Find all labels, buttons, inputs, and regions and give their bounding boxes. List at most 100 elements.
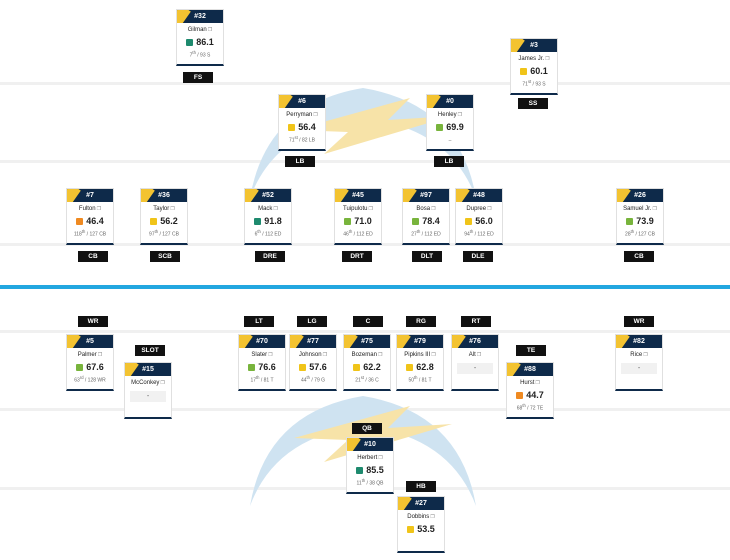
grade-color-icon — [465, 217, 473, 225]
card-header: #79 — [397, 335, 443, 348]
player-name[interactable]: Palmer❐ — [67, 351, 113, 359]
note-icon[interactable]: ❐ — [545, 56, 550, 62]
player-card[interactable]: #10 Herbert❐ 85.5 11th / 38 QB — [346, 437, 394, 494]
player-grade: 60.1 — [530, 66, 548, 76]
player-card[interactable]: #5 Palmer❐ 67.6 63rd / 128 WR — [66, 334, 114, 391]
player-card[interactable]: #79 Pipkins III❐ 62.8 50th / 81 T — [396, 334, 444, 391]
note-icon[interactable]: ❐ — [378, 455, 383, 461]
note-icon[interactable]: ❐ — [207, 27, 213, 33]
note-icon[interactable]: ❐ — [430, 514, 435, 520]
player-name[interactable]: Fulton❐ — [67, 205, 113, 213]
player-grade: 56.4 — [298, 122, 316, 132]
rank-suffix: th — [154, 229, 159, 234]
player-card[interactable]: #82 Rice❐ - — [615, 334, 663, 391]
player-name[interactable]: James Jr.❐ — [511, 55, 557, 63]
player-name[interactable]: McConkey❐ — [125, 379, 171, 387]
player-card[interactable]: #26 Samuel Jr.❐ 73.9 28th / 127 CB — [616, 188, 664, 245]
position-label: WR — [624, 316, 654, 327]
player-name[interactable]: Dupree❐ — [456, 205, 502, 213]
player-name[interactable]: Slater❐ — [239, 351, 285, 359]
player-name[interactable]: Hurst❐ — [507, 379, 553, 387]
position-rank: 6th / 112 ED — [245, 228, 291, 239]
player-name[interactable]: Dobbins❐ — [398, 513, 444, 521]
grade-color-icon — [412, 217, 420, 225]
player-name[interactable]: Samuel Jr.❐ — [617, 205, 663, 213]
player-card[interactable]: #48 Dupree❐ 56.0 94th / 112 ED — [455, 188, 503, 245]
note-icon[interactable]: ❐ — [96, 206, 102, 212]
position-label: CB — [624, 251, 654, 262]
player-card[interactable]: #76 Alt❐ - — [451, 334, 499, 391]
card-header: #77 — [290, 335, 336, 348]
position-rank: 50th / 81 T — [397, 374, 443, 385]
rank-suffix: th — [522, 403, 526, 408]
note-icon[interactable]: ❐ — [160, 380, 165, 386]
player-name-text: Hurst — [520, 380, 535, 386]
player-name[interactable]: Henley❐ — [427, 111, 473, 119]
grade-line: 86.1 — [177, 37, 223, 47]
player-card[interactable]: #6 Perryman❐ 56.4 71st / 82 LB — [278, 94, 326, 151]
rank-suffix: th — [469, 229, 474, 234]
player-name[interactable]: Taylor❐ — [141, 205, 187, 213]
player-card[interactable]: #75 Bozeman❐ 62.2 21st / 36 C — [343, 334, 391, 391]
note-icon[interactable]: ❐ — [535, 380, 540, 386]
rank-number: 68 — [516, 405, 523, 412]
grade-line: 60.1 — [511, 66, 557, 76]
grade-color-icon — [407, 525, 415, 533]
player-name[interactable]: Rice❐ — [616, 351, 662, 359]
note-icon[interactable]: ❐ — [431, 206, 436, 212]
note-icon[interactable]: ❐ — [268, 352, 273, 358]
player-name[interactable]: Gilman❐ — [177, 26, 223, 34]
note-icon[interactable]: ❐ — [97, 352, 103, 358]
note-icon[interactable]: ❐ — [487, 206, 492, 212]
player-card[interactable]: #7 Fulton❐ 46.4 118th / 127 CB — [66, 188, 114, 245]
player-card[interactable]: #52 Mack❐ 91.8 6th / 112 ED — [244, 188, 292, 245]
rank-suffix: th — [630, 229, 635, 234]
rank-suffix: th — [348, 229, 353, 234]
player-card[interactable]: #36 Taylor❐ 56.2 97th / 127 CB — [140, 188, 188, 245]
player-card[interactable]: #97 Bosa❐ 78.4 27th / 112 ED — [402, 188, 450, 245]
player-name[interactable]: Perryman❐ — [279, 111, 325, 119]
player-grade: 62.8 — [416, 362, 434, 372]
note-icon[interactable]: ❐ — [643, 352, 648, 358]
grade-line: 69.9 — [427, 122, 473, 132]
yard-line — [0, 82, 730, 85]
player-name[interactable]: Mack❐ — [245, 205, 291, 213]
note-icon[interactable]: ❐ — [652, 206, 657, 212]
grade-line: 56.2 — [141, 216, 187, 226]
player-name[interactable]: Bosa❐ — [403, 205, 449, 213]
player-name[interactable]: Pipkins III❐ — [397, 351, 443, 359]
card-header: #82 — [616, 335, 662, 348]
note-icon[interactable]: ❐ — [313, 112, 318, 118]
note-icon[interactable]: ❐ — [170, 206, 175, 212]
player-card[interactable]: #77 Johnson❐ 57.6 44th / 79 G — [289, 334, 337, 391]
player-name-text: Bozeman — [351, 352, 377, 358]
note-icon[interactable]: ❐ — [476, 352, 482, 358]
rank-total: / 72 TE — [525, 405, 544, 412]
player-card[interactable]: #27 Dobbins❐ 53.5 — [397, 496, 445, 553]
player-card[interactable]: #3 James Jr.❐ 60.1 71st / 93 S — [510, 38, 558, 95]
note-icon[interactable]: ❐ — [457, 112, 463, 118]
note-icon[interactable]: ❐ — [273, 206, 278, 212]
yard-line — [0, 160, 730, 163]
note-icon[interactable]: ❐ — [377, 352, 383, 358]
player-name[interactable]: Alt❐ — [452, 351, 498, 359]
note-icon[interactable]: ❐ — [322, 352, 328, 358]
player-card[interactable]: #32 Gilman❐ 86.1 7th / 93 S — [176, 9, 224, 66]
player-card[interactable]: #45 Tuipulotu❐ 71.0 46th / 112 ED — [334, 188, 382, 245]
player-card[interactable]: #70 Slater❐ 76.6 17th / 81 T — [238, 334, 286, 391]
player-name-text: Fulton — [78, 206, 96, 212]
position-rank: 7th / 93 S — [177, 49, 223, 60]
player-card[interactable]: #88 Hurst❐ 44.7 68th / 72 TE — [506, 362, 554, 419]
jersey-number: #26 — [634, 192, 646, 199]
note-icon[interactable]: ❐ — [431, 352, 436, 358]
player-name[interactable]: Johnson❐ — [290, 351, 336, 359]
player-card[interactable]: #0 Henley❐ 69.9 – — [426, 94, 474, 151]
player-name[interactable]: Bozeman❐ — [344, 351, 390, 359]
player-name[interactable]: Herbert❐ — [347, 454, 393, 462]
player-grade: 57.6 — [309, 362, 327, 372]
note-icon[interactable]: ❐ — [368, 206, 373, 212]
player-name[interactable]: Tuipulotu❐ — [335, 205, 381, 213]
card-header: #0 — [427, 95, 473, 108]
rank-total: / 81 T — [259, 377, 274, 384]
player-card[interactable]: #15 McConkey❐ - — [124, 362, 172, 419]
